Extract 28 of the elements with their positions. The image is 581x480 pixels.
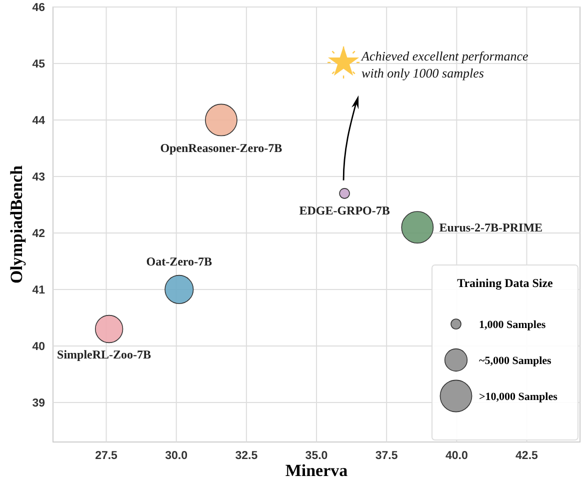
- x-tick-label: 40.0: [445, 450, 468, 462]
- y-tick-label: 44: [32, 114, 46, 127]
- series-label: Eurus-2-7B-PRIME: [439, 220, 543, 234]
- x-tick-label: 35.0: [305, 450, 328, 462]
- legend-label: >10,000 Samples: [479, 391, 558, 403]
- x-tick-label: 30.0: [165, 450, 188, 462]
- legend-title: Training Data Size: [457, 276, 554, 290]
- y-tick-label: 40: [32, 340, 45, 353]
- series-label: SimpleRL-Zoo-7B: [57, 348, 152, 362]
- series-label: OpenReasoner-Zero-7B: [160, 140, 282, 155]
- x-tick-label: 37.5: [375, 450, 398, 462]
- x-tick-label: 42.5: [516, 450, 539, 462]
- y-tick-label: 42: [32, 228, 45, 240]
- x-axis-title: Minerva: [285, 461, 348, 480]
- y-tick-label: 45: [32, 58, 46, 70]
- y-axis-title: OlympiadBench: [7, 164, 26, 284]
- y-tick-label: 39: [32, 397, 45, 410]
- y-tick-label: 41: [32, 284, 46, 296]
- x-tick-label: 32.5: [235, 450, 258, 462]
- series-label: EDGE-GRPO-7B: [299, 203, 390, 218]
- x-tick-label: 27.5: [95, 450, 118, 462]
- legend-label: 1,000 Samples: [479, 319, 546, 331]
- annotation: with only 1000 samples: [362, 65, 484, 80]
- y-tick-label: 43: [32, 171, 45, 184]
- y-tick-label: 46: [32, 2, 45, 14]
- legend-label: ~5,000 Samples: [479, 355, 552, 367]
- annotation: Achieved excellent performance: [360, 48, 529, 64]
- series-label: Oat-Zero-7B: [146, 254, 212, 268]
